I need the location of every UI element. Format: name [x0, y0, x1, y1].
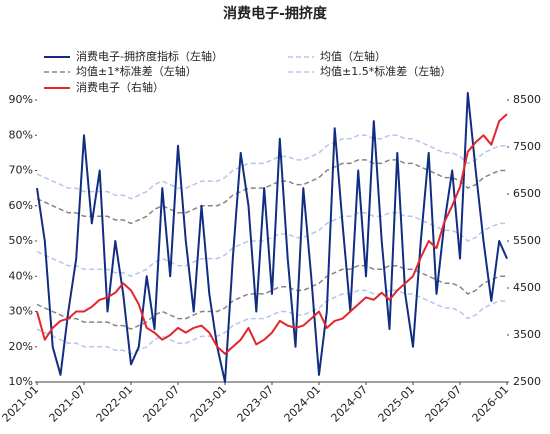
- legend-label: 均值±1.5*标准差（左轴）: [320, 64, 451, 78]
- x-tick-label: 2024-01: [282, 383, 324, 425]
- x-tick-label: 2024-07: [329, 383, 371, 425]
- series-line: [36, 134, 507, 200]
- y-tick-label: 40%: [9, 269, 33, 282]
- y-tick-label: 90%: [9, 93, 33, 106]
- y2-tick-label: 5500: [513, 234, 541, 247]
- x-tick-label: 2025-01: [376, 383, 418, 425]
- x-tick-label: 2021-07: [47, 383, 89, 425]
- y-tick-label: 10%: [9, 375, 33, 388]
- y2-tick-label: 2500: [513, 375, 541, 388]
- y-tick-label: 50%: [9, 234, 33, 247]
- x-tick-label: 2025-07: [423, 383, 465, 425]
- x-tick-label: 2026-01: [470, 383, 512, 425]
- y-tick-label: 70%: [9, 164, 33, 177]
- y2-tick-label: 8500: [513, 93, 541, 106]
- x-tick-label: 2022-01: [94, 383, 136, 425]
- chart-title: 消费电子-拥挤度: [223, 5, 328, 22]
- series-line: [36, 212, 507, 278]
- series-line: [36, 289, 507, 355]
- legend-label: 均值±1*标准差（左轴）: [76, 64, 197, 78]
- x-tick-label: 2023-01: [188, 383, 230, 425]
- x-tick-label: 2021-01: [0, 383, 41, 425]
- y-tick-label: 30%: [9, 305, 33, 318]
- y2-tick-label: 7500: [513, 140, 541, 153]
- y2-tick-label: 3500: [513, 328, 541, 341]
- y-tick-label: 80%: [9, 128, 33, 141]
- legend-label: 消费电子（右轴）: [76, 80, 164, 94]
- y-tick-label: 20%: [9, 340, 33, 353]
- legend-label: 均值（左轴）: [320, 49, 386, 63]
- y-tick-label: 60%: [9, 199, 33, 212]
- x-tick-label: 2022-07: [141, 383, 183, 425]
- series-line: [36, 159, 507, 225]
- series-line: [36, 264, 507, 330]
- y2-tick-label: 4500: [513, 281, 541, 294]
- legend-label: 消费电子-拥挤度指标（左轴）: [76, 49, 223, 63]
- y2-tick-label: 6500: [513, 187, 541, 200]
- series-line: [36, 113, 508, 355]
- series-line: [36, 92, 508, 383]
- x-tick-label: 2023-07: [235, 383, 277, 425]
